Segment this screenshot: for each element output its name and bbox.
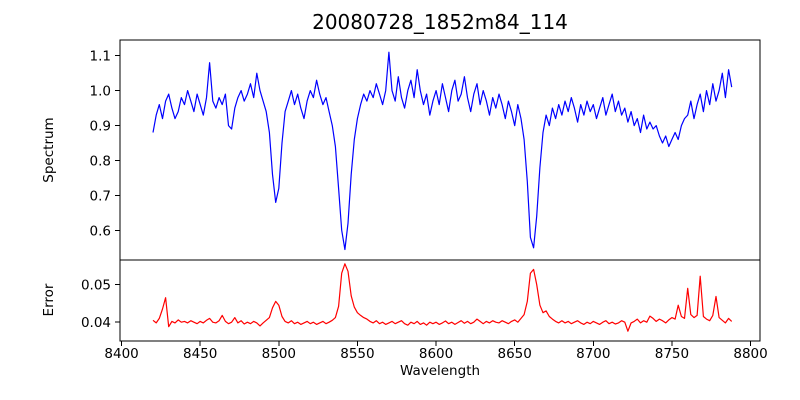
error-line: [152, 263, 733, 332]
x-tick-label: 8600: [419, 346, 453, 362]
chart-title: 20080728_1852m84_114: [312, 10, 568, 34]
panel-border: [119, 39, 761, 261]
panel-border: [119, 259, 761, 342]
y-tick-label: 0.6: [90, 223, 111, 239]
y-tick-label: 0.9: [90, 119, 111, 135]
x-tick-label: 8700: [576, 346, 610, 362]
x-axis-label: Wavelength: [399, 363, 481, 379]
x-tick-label: 8450: [183, 346, 217, 362]
y-tick-label: 0.8: [90, 153, 111, 169]
x-tick-label: 8800: [733, 346, 767, 362]
y-tick-label: 1.1: [90, 49, 111, 65]
x-tick-label: 8400: [104, 346, 138, 362]
y-tick-label: 0.7: [90, 188, 111, 204]
spectrum-line: [152, 51, 733, 251]
y-tick-label: 0.05: [81, 277, 111, 293]
y-tick-label: 1.0: [90, 84, 111, 100]
x-tick-label: 8500: [262, 346, 296, 362]
x-tick-label: 8550: [340, 346, 374, 362]
x-tick-label: 8750: [655, 346, 689, 362]
x-tick-label: 8650: [498, 346, 532, 362]
y-tick-label: 0.04: [81, 315, 111, 331]
